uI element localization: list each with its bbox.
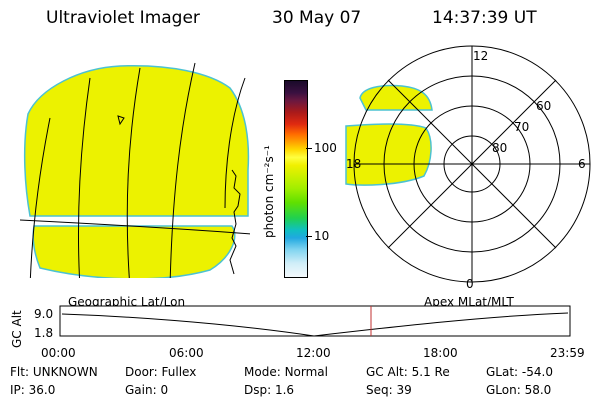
info-mode: Mode: Normal <box>244 365 328 379</box>
instrument-title: Ultraviolet Imager <box>46 8 200 28</box>
dayglow-emission-region <box>32 225 236 278</box>
info-glon: GLon: 58.0 <box>486 383 552 397</box>
info-door: Door: Fullex <box>125 365 197 379</box>
timeline-ytick: 9.0 <box>34 307 54 321</box>
info-glat: GLat: -54.0 <box>486 365 553 379</box>
colorbar-tick <box>306 148 312 149</box>
timeline-ylabel: GC Alt <box>10 310 24 348</box>
timeline-xtick: 06:00 <box>169 346 204 360</box>
geographic-image <box>20 62 250 278</box>
colorbar-unit-label: photon cm⁻²s⁻¹ <box>262 145 276 238</box>
info-flt: Flt: UNKNOWN <box>10 365 98 379</box>
auroral-emission-region <box>359 84 433 111</box>
auroral-emission-region <box>345 123 432 186</box>
polar-mlat-mlt-plot: 12 18 6 0 60 70 80 <box>345 45 591 291</box>
mlat-label-60: 60 <box>536 99 551 113</box>
colorbar-tick-label: 100 <box>314 141 337 155</box>
info-ip: IP: 36.0 <box>10 383 56 397</box>
mlat-label-70: 70 <box>514 120 529 134</box>
timeline-xtick: 00:00 <box>41 346 76 360</box>
colorbar-tick-label: 10 <box>314 229 330 243</box>
info-dsp: Dsp: 1.6 <box>244 383 295 397</box>
mlt-label-12: 12 <box>473 49 488 63</box>
auroral-emission-region <box>23 64 250 217</box>
info-gc-alt: GC Alt: 5.1 Re <box>366 365 450 379</box>
info-seq: Seq: 39 <box>366 383 412 397</box>
observation-time: 14:37:39 UT <box>432 8 537 28</box>
color-scale-bar <box>284 80 308 278</box>
timeline-xtick: 12:00 <box>296 346 331 360</box>
timeline-ytick: 1.8 <box>34 326 54 340</box>
mlt-label-6: 6 <box>578 157 586 171</box>
mlt-label-18: 18 <box>346 157 361 171</box>
timeline-xtick: 18:00 <box>423 346 458 360</box>
mlt-label-0: 0 <box>466 277 474 291</box>
mlat-label-80: 80 <box>492 141 507 155</box>
info-gain: Gain: 0 <box>125 383 169 397</box>
colorbar-tick <box>306 236 312 237</box>
altitude-timeline-plot <box>59 305 571 337</box>
observation-date: 30 May 07 <box>272 8 362 28</box>
timeline-xtick: 23:59 <box>550 346 585 360</box>
